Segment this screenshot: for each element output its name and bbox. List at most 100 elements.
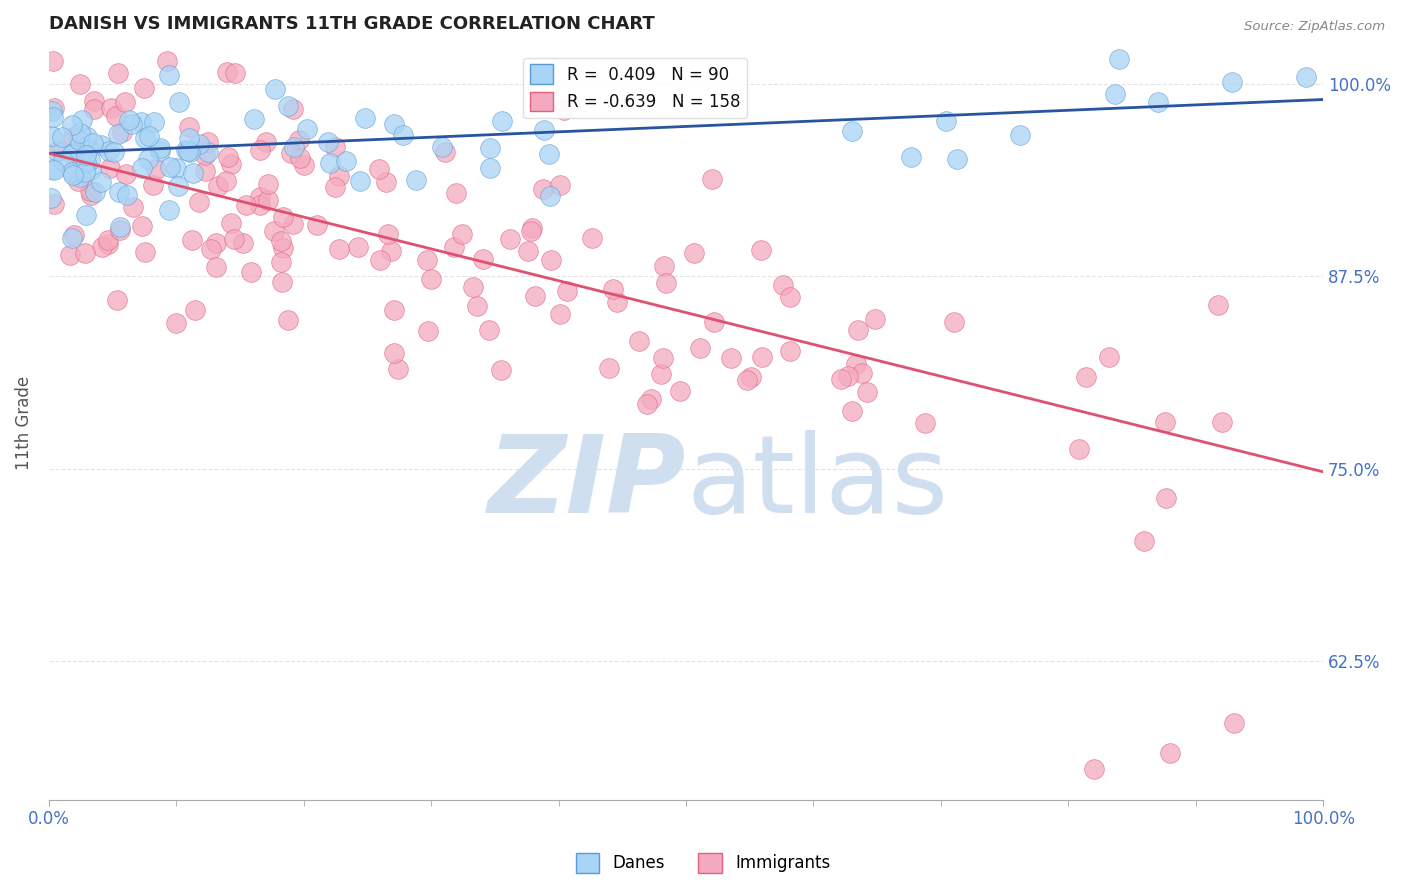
Point <box>900 150 922 164</box>
Point <box>179 120 201 134</box>
Point <box>138 128 160 143</box>
Point <box>349 174 371 188</box>
Point <box>382 117 405 131</box>
Point <box>107 127 129 141</box>
Point <box>157 68 180 82</box>
Point <box>328 169 350 184</box>
Point <box>945 152 967 166</box>
Point <box>1295 70 1317 84</box>
Point <box>63 227 86 242</box>
Point <box>537 147 560 161</box>
Point <box>740 369 762 384</box>
Point <box>75 148 97 162</box>
Point <box>52 153 75 168</box>
Point <box>553 103 575 117</box>
Point <box>416 324 439 338</box>
Point <box>598 361 620 376</box>
Point <box>288 133 311 147</box>
Point <box>479 161 502 175</box>
Point <box>118 113 141 128</box>
Point <box>451 227 474 241</box>
Point <box>249 189 271 203</box>
Point <box>75 164 97 178</box>
Point <box>257 193 280 207</box>
Point <box>283 102 305 116</box>
Point <box>538 189 561 203</box>
Point <box>90 137 112 152</box>
Point <box>914 416 936 430</box>
Point <box>524 289 547 303</box>
Point <box>215 64 238 78</box>
Point <box>42 54 65 68</box>
Point <box>1108 52 1130 66</box>
Point <box>1076 370 1098 384</box>
Point <box>219 216 242 230</box>
Point <box>1220 74 1243 88</box>
Point <box>640 392 662 407</box>
Point <box>145 162 167 177</box>
Point <box>263 224 285 238</box>
Point <box>779 344 801 359</box>
Point <box>478 323 501 337</box>
Point <box>650 367 672 381</box>
Point <box>841 404 863 418</box>
Point <box>1133 534 1156 549</box>
Point <box>1206 298 1229 312</box>
Point <box>283 139 305 153</box>
Point <box>354 112 377 126</box>
Point <box>270 234 292 248</box>
Point <box>257 177 280 191</box>
Point <box>419 272 441 286</box>
Legend: R =  0.409   N = 90, R = -0.639   N = 158: R = 0.409 N = 90, R = -0.639 N = 158 <box>523 58 747 118</box>
Point <box>478 141 501 155</box>
Point <box>319 156 342 170</box>
Point <box>702 171 724 186</box>
Point <box>159 160 181 174</box>
Point <box>749 244 772 258</box>
Point <box>232 236 254 251</box>
Point <box>217 150 239 164</box>
Point <box>1104 87 1126 101</box>
Point <box>263 82 285 96</box>
Point <box>200 242 222 256</box>
Point <box>270 254 292 268</box>
Point <box>157 202 180 217</box>
Point <box>489 363 512 377</box>
Point <box>382 302 405 317</box>
Point <box>415 252 437 267</box>
Point <box>39 191 62 205</box>
Point <box>316 135 339 149</box>
Point <box>533 123 555 137</box>
Point <box>131 114 153 128</box>
Point <box>841 124 863 138</box>
Point <box>548 178 571 193</box>
Point <box>80 188 103 202</box>
Point <box>131 219 153 234</box>
Point <box>149 144 172 158</box>
Point <box>297 122 319 136</box>
Point <box>181 233 204 247</box>
Point <box>387 361 409 376</box>
Point <box>240 265 263 279</box>
Point <box>97 145 120 159</box>
Point <box>651 351 673 365</box>
Point <box>83 102 105 116</box>
Point <box>59 248 82 262</box>
Point <box>91 240 114 254</box>
Point <box>305 218 328 232</box>
Point <box>846 323 869 337</box>
Point <box>98 161 121 176</box>
Point <box>430 139 453 153</box>
Point <box>79 184 101 198</box>
Point <box>107 65 129 79</box>
Point <box>83 95 105 109</box>
Point <box>42 102 65 116</box>
Point <box>367 161 389 176</box>
Point <box>67 174 90 188</box>
Point <box>51 130 73 145</box>
Point <box>194 164 217 178</box>
Point <box>179 145 201 160</box>
Point <box>131 161 153 176</box>
Point <box>491 113 513 128</box>
Point <box>288 151 311 165</box>
